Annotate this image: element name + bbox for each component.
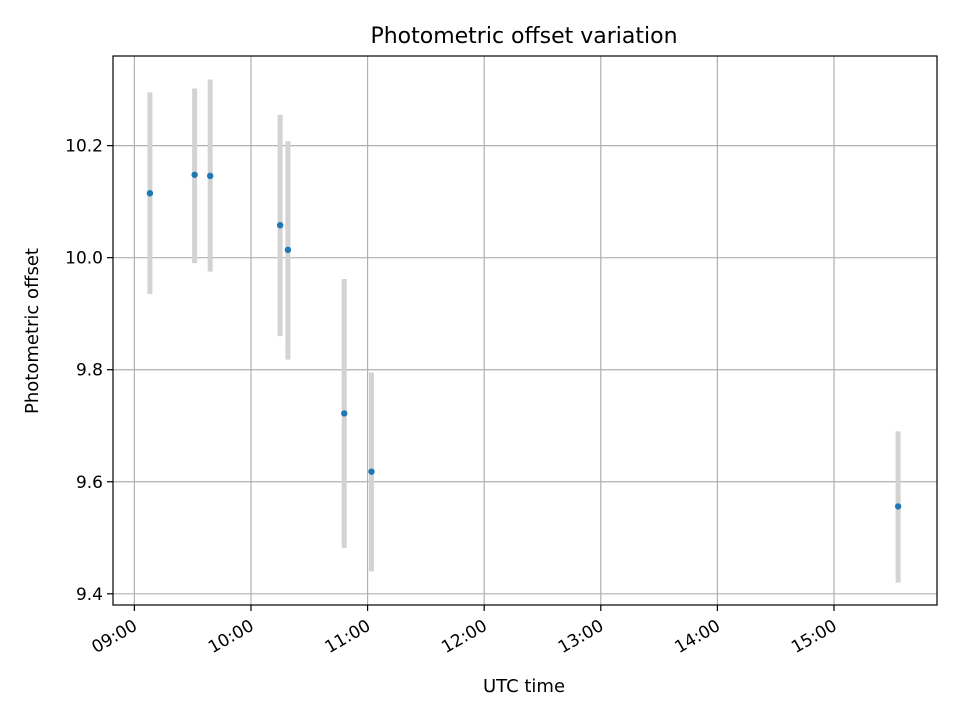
y-tick-label: 9.8 bbox=[76, 361, 103, 381]
data-point bbox=[146, 190, 154, 197]
x-axis-label: UTC time bbox=[483, 676, 565, 697]
y-axis-label: Photometric offset bbox=[22, 248, 43, 414]
data-point bbox=[341, 410, 348, 417]
y-tick-label: 10.2 bbox=[65, 137, 103, 157]
data-point bbox=[894, 503, 902, 510]
chart-title: Photometric offset variation bbox=[370, 24, 677, 49]
y-tick-label: 9.6 bbox=[76, 473, 103, 493]
data-point bbox=[206, 172, 214, 180]
data-point bbox=[191, 171, 198, 178]
grid-lines bbox=[113, 56, 937, 605]
data-point bbox=[368, 468, 375, 475]
data-points bbox=[146, 171, 902, 510]
data-point bbox=[284, 246, 292, 254]
y-tick-label: 9.4 bbox=[76, 585, 103, 605]
y-tick-label: 10.0 bbox=[65, 249, 103, 269]
data-point bbox=[276, 221, 284, 229]
plot-area-frame bbox=[112, 55, 938, 606]
